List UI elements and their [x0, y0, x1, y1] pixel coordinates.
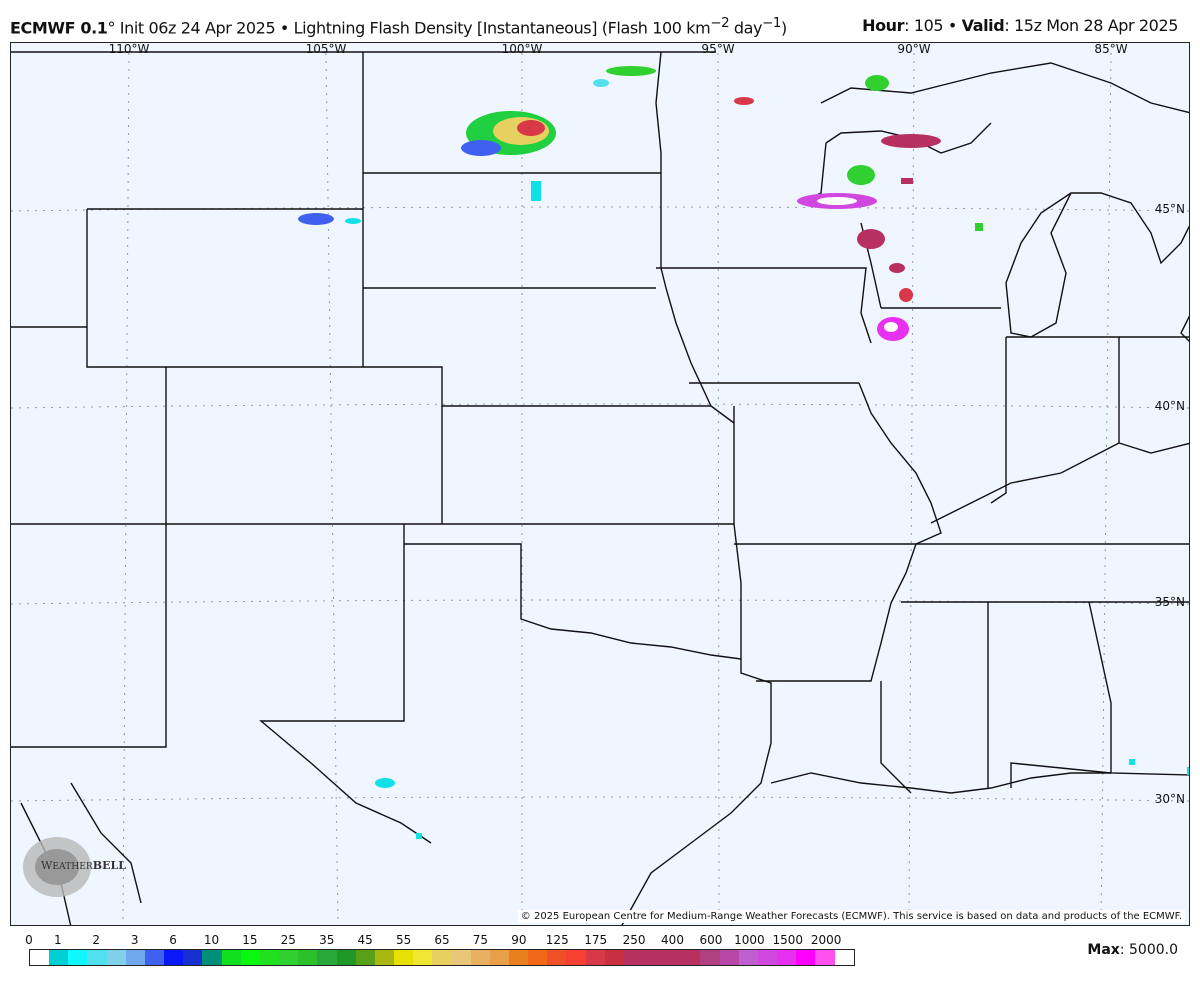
colorbar-swatch [834, 950, 854, 965]
colorbar-swatch [183, 950, 203, 965]
colorbar-swatch [547, 950, 567, 965]
colorbar-swatch [757, 950, 778, 965]
colorbar-label: 600 [699, 933, 723, 947]
colorbar-label: 2 [92, 933, 101, 947]
colorbar-swatch [393, 950, 414, 965]
colorbar-label: 400 [661, 933, 684, 947]
colorbar-label: 6 [169, 933, 177, 947]
map-title: ECMWF 0.1° Init 06z 24 Apr 2025 • Lightn… [10, 16, 787, 37]
colorbar-label: 3 [130, 933, 139, 947]
lat-label: 30°N [1154, 792, 1185, 806]
colorbar-swatch [700, 950, 720, 965]
colorbar-swatch [164, 950, 184, 965]
colorbar-label: 75 [472, 933, 489, 947]
colorbar-swatch [298, 950, 318, 965]
lon-label: 110°W [108, 42, 150, 56]
title-text: ° Init 06z 24 Apr 2025 • Lightning Flash… [107, 18, 711, 38]
hour-value: : 105 • [904, 16, 962, 35]
colorbar-label: 2000 [810, 933, 842, 947]
colorbar-label: 15 [242, 933, 258, 947]
colorbar-swatch [106, 950, 126, 965]
colorbar-label: 0 [25, 933, 33, 947]
colorbar-swatch [508, 950, 529, 965]
valid-value: : 15z Mon 28 Apr 2025 [1004, 16, 1178, 35]
colorbar-swatch [202, 950, 222, 965]
lon-label: 90°W [897, 42, 931, 56]
colorbar-swatch [432, 950, 452, 965]
colorbar-swatch [413, 950, 433, 965]
model-name: ECMWF 0.1 [10, 18, 108, 38]
colorbar-label: 1 [53, 933, 62, 947]
unit-close: ) [780, 18, 787, 38]
colorbar-swatch [470, 950, 490, 965]
valid-time: Hour: 105 • Valid: 15z Mon 28 Apr 2025 [862, 16, 1178, 35]
hour-label: Hour [862, 16, 905, 35]
colorbar-swatch [125, 950, 145, 965]
colorbar-label: 65 [434, 933, 450, 947]
colorbar-label: 45 [357, 933, 373, 947]
colorbar [29, 949, 855, 966]
unit-exponent: −2 [710, 16, 730, 31]
map-canvas [11, 51, 1189, 925]
colorbar-label: 25 [280, 933, 296, 947]
lat-label: 35°N [1154, 595, 1185, 609]
colorbar-swatch [719, 950, 739, 965]
lightning-cells [298, 66, 1189, 839]
colorbar-swatch [585, 950, 605, 965]
weatherbell-logo: WEATHERBELL [17, 831, 127, 903]
colorbar-label: 250 [622, 933, 646, 947]
colorbar-swatch [681, 950, 701, 965]
lat-label: 40°N [1154, 399, 1185, 413]
colorbar-swatch [221, 950, 241, 965]
colorbar-label: 10 [203, 933, 220, 947]
lon-label: 85°W [1094, 42, 1128, 56]
lat-label: 45°N [1154, 202, 1185, 216]
colorbar-swatch [566, 950, 586, 965]
colorbar-swatch [87, 950, 107, 965]
colorbar-swatch [240, 950, 260, 965]
valid-label: Valid [961, 16, 1005, 35]
colorbar-swatch [68, 950, 88, 965]
lon-label: 95°W [701, 42, 735, 56]
colorbar-swatch [623, 950, 643, 965]
colorbar-swatch [777, 950, 797, 965]
colorbar-swatch [489, 950, 509, 965]
colorbar-swatch [738, 950, 758, 965]
colorbar-swatch [49, 950, 69, 965]
colorbar-label: 35 [319, 933, 335, 947]
colorbar-label: 1500 [772, 933, 804, 947]
colorbar-swatch [451, 950, 471, 965]
colorbar-label: 90 [511, 933, 527, 947]
colorbar-swatch [374, 950, 394, 965]
copyright-notice: © 2025 European Centre for Medium-Range … [517, 910, 1185, 923]
lon-label: 105°W [305, 42, 347, 56]
colorbar-swatch [336, 950, 356, 965]
colorbar-swatch [643, 950, 663, 965]
colorbar-swatch [662, 950, 682, 965]
colorbar-swatch [355, 950, 375, 965]
colorbar-swatch [259, 950, 280, 965]
colorbar-swatch [317, 950, 337, 965]
colorbar-swatch [604, 950, 624, 965]
unit-text: day [729, 18, 763, 38]
map-panel: 110°W 105°W 100°W 95°W 90°W 85°W 45°N 40… [10, 42, 1190, 926]
colorbar-swatch [30, 950, 50, 965]
max-value: Max: 5000.0 [1087, 942, 1178, 958]
colorbar-label: 125 [545, 933, 569, 947]
colorbar-swatch [796, 950, 816, 965]
max-number: : 5000.0 [1119, 942, 1178, 958]
colorbar-swatch [528, 950, 548, 965]
unit-exponent: −1 [762, 16, 781, 31]
max-label: Max [1087, 942, 1120, 958]
graticule [11, 52, 1189, 925]
colorbar-swatch [815, 950, 835, 965]
lon-label: 100°W [501, 42, 543, 56]
colorbar-label: 1000 [734, 933, 765, 947]
colorbar-swatch [144, 950, 165, 965]
state-boundaries [11, 51, 1189, 925]
colorbar-label: 55 [395, 933, 412, 947]
colorbar-swatch [279, 950, 299, 965]
colorbar-label: 175 [584, 933, 608, 947]
colorbar-labels: 0 1 2 3 6 10 15 25 35 45 55 65 75 90 125 175 250 400 600 10… [25, 933, 855, 949]
